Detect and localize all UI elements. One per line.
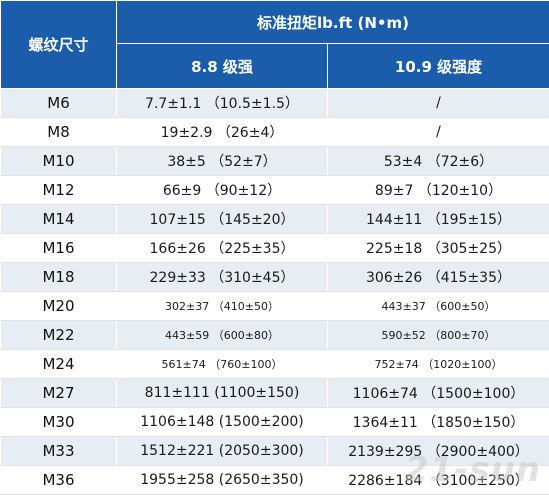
grade-10-9-value: 752±74 （1020±100）	[326, 349, 549, 379]
grade-10-9-value: 53±4 （72±6）	[326, 146, 549, 176]
grade-10-9-value: 225±18 （305±25）	[326, 233, 549, 263]
grade-10-9-value: 306±26 （415±35）	[326, 262, 549, 292]
table-row: M33 1512±221 (2050±300) 2139±295 （2900±400…	[0, 436, 549, 466]
thread-size-cell: M36	[0, 465, 117, 495]
thread-size-cell: M10	[0, 146, 117, 176]
table-row: M12 66±9 （90±12） 89±7 （120±10）	[0, 175, 549, 205]
table-row: M22 443±59 （600±80） 590±52 （800±70）	[0, 320, 549, 350]
grade-10-9-value: 1106±74 （1500±100）	[326, 378, 549, 408]
grade-10-9-value: 144±11 （195±15）	[326, 204, 549, 234]
grade-8-8-value: 443±59 （600±80）	[116, 320, 328, 350]
grade-8-8-value: 561±74 （760±100）	[116, 349, 328, 379]
table-row: M8 19±2.9 （26±4） /	[0, 117, 549, 147]
table-row: M14 107±15 （145±20） 144±11 （195±15）	[0, 204, 549, 234]
thread-size-cell: M12	[0, 175, 117, 205]
table-row: M27 811±111 (1100±150) 1106±74 （1500±100）	[0, 378, 549, 408]
standard-torque-header: 标准扭矩lb.ft (N•m)	[115, 0, 549, 44]
grade-10-9-value: /	[326, 117, 549, 147]
table-row: M18 229±33 （310±45） 306±26 （415±35）	[0, 262, 549, 292]
thread-size-cell: M33	[0, 436, 117, 466]
grade-8-8-value: 229±33 （310±45）	[116, 262, 328, 292]
table-row: M30 1106±148 (1500±200) 1364±11 （1850±150）	[0, 407, 549, 437]
grade-10-9-value: 89±7 （120±10）	[326, 175, 549, 205]
grade-10-9-value: 2286±184 （3100±250）	[326, 465, 549, 495]
table-row: M16 166±26 （225±35） 225±18 （305±25）	[0, 233, 549, 263]
grade-8-8-value: 38±5 （52±7）	[116, 146, 328, 176]
thread-size-cell: M24	[0, 349, 117, 379]
thread-size-cell: M22	[0, 320, 117, 350]
grade-8-8-value: 1955±258 (2650±350)	[116, 465, 328, 495]
grade-10-9-value: 443±37 （600±50）	[326, 291, 549, 321]
thread-size-header: 螺纹尺寸	[0, 0, 117, 89]
grade-8-8-value: 19±2.9 （26±4）	[116, 117, 328, 147]
thread-size-cell: M20	[0, 291, 117, 321]
grade-8-8-header: 8.8 级强	[116, 43, 328, 89]
grade-10-9-value: 2139±295 （2900±400）	[326, 436, 549, 466]
thread-size-cell: M14	[0, 204, 117, 234]
grade-10-9-value: /	[326, 88, 549, 118]
thread-size-cell: M6	[0, 88, 117, 118]
table-row: M20 302±37 （410±50） 443±37 （600±50）	[0, 291, 549, 321]
table-row: M10 38±5 （52±7） 53±4 （72±6）	[0, 146, 549, 176]
thread-size-cell: M8	[0, 117, 117, 147]
thread-size-cell: M27	[0, 378, 117, 408]
thread-size-cell: M30	[0, 407, 117, 437]
table-row: M36 1955±258 (2650±350) 2286±184 （3100±250…	[0, 465, 549, 495]
grade-8-8-value: 811±111 (1100±150)	[116, 378, 328, 408]
table-row: M24 561±74 （760±100） 752±74 （1020±100）	[0, 349, 549, 379]
thread-size-cell: M18	[0, 262, 117, 292]
grade-10-9-value: 590±52 （800±70）	[326, 320, 549, 350]
grade-8-8-value: 107±15 （145±20）	[116, 204, 328, 234]
thread-size-cell: M16	[0, 233, 117, 263]
grade-8-8-value: 166±26 （225±35）	[116, 233, 328, 263]
grade-8-8-value: 66±9 （90±12）	[116, 175, 328, 205]
grade-8-8-value: 1512±221 (2050±300)	[116, 436, 328, 466]
table-row: M6 7.7±1.1 （10.5±1.5） /	[0, 88, 549, 118]
grade-8-8-value: 1106±148 (1500±200)	[116, 407, 328, 437]
grade-10-9-header: 10.9 级强度	[326, 43, 549, 89]
grade-8-8-value: 302±37 （410±50）	[116, 291, 328, 321]
grade-8-8-value: 7.7±1.1 （10.5±1.5）	[116, 88, 328, 118]
grade-10-9-value: 1364±11 （1850±150）	[326, 407, 549, 437]
